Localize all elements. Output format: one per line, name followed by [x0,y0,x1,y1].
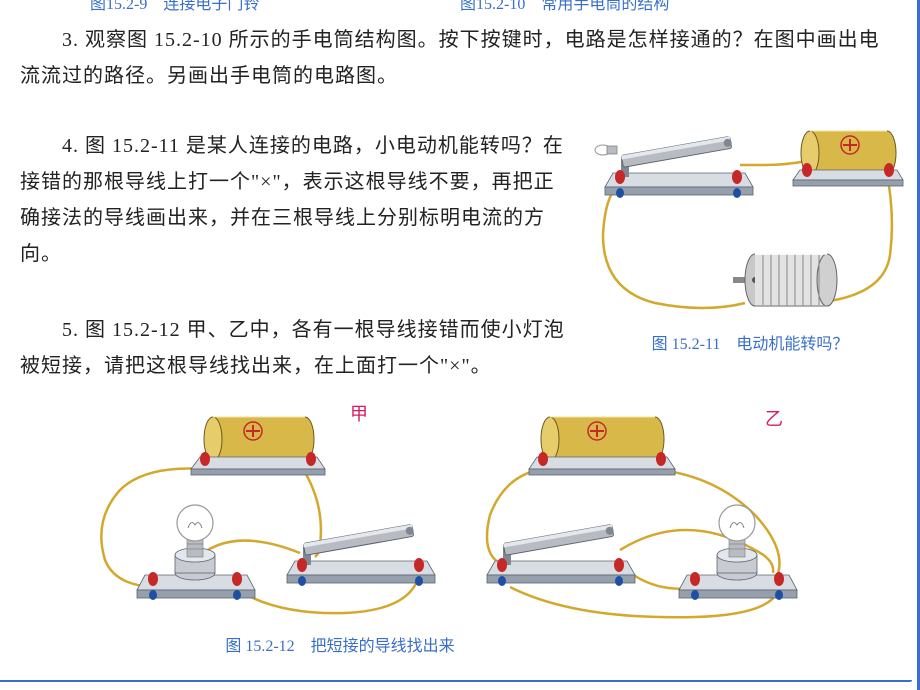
para4-body: 图 15.2-11 是某人连接的电路，小电动机能转吗？在接错的那根导线上打一个"… [20,135,564,265]
bulb-icon [137,505,255,600]
figure-15-2-12-yi [455,395,835,635]
battery-icon [793,131,903,186]
battery-icon [191,417,325,475]
paragraph-5: 5. 图 15.2-12 甲、乙中，各有一根导线接错而使小灯泡被短接，请把这根导… [20,312,570,384]
switch-icon [595,136,753,198]
para3-body: 观察图 15.2-10 所示的手电筒结构图。按下按键时，电路是怎样接通的？在图中… [20,29,880,87]
motor-icon [733,254,837,306]
caption-15-2-11: 图 15.2-11 电动机能转吗？ [610,330,890,354]
page-border-bottom [0,680,912,682]
cut-caption-right: 图15.2-10 常用手电筒的结构 [460,0,669,14]
para5-body: 图 15.2-12 甲、乙中，各有一根导线接错而使小灯泡被短接，请把这根导线找出… [20,319,565,377]
battery-icon [529,417,675,475]
paragraph-4: 4. 图 15.2-11 是某人连接的电路，小电动机能转吗？在接错的那根导线上打… [20,128,570,272]
caption-15-2-12: 图 15.2-12 把短接的导线找出来 [180,632,500,656]
label-jia: 甲 [350,400,368,426]
figure-15-2-12-jia [75,395,445,635]
figure-15-2-11 [585,115,905,335]
para4-indent: 4. [20,135,85,157]
switch-icon [487,524,635,586]
label-yi: 乙 [765,405,783,431]
paragraph-3: 3. 观察图 15.2-10 所示的手电筒结构图。按下按键时，电路是怎样接通的？… [20,22,900,94]
para3-indent: 3. [20,29,85,51]
cut-caption-left: 图15.2-9 连接电子门铃 [90,0,259,14]
para5-indent: 5. [20,319,85,341]
switch-icon [287,524,435,586]
